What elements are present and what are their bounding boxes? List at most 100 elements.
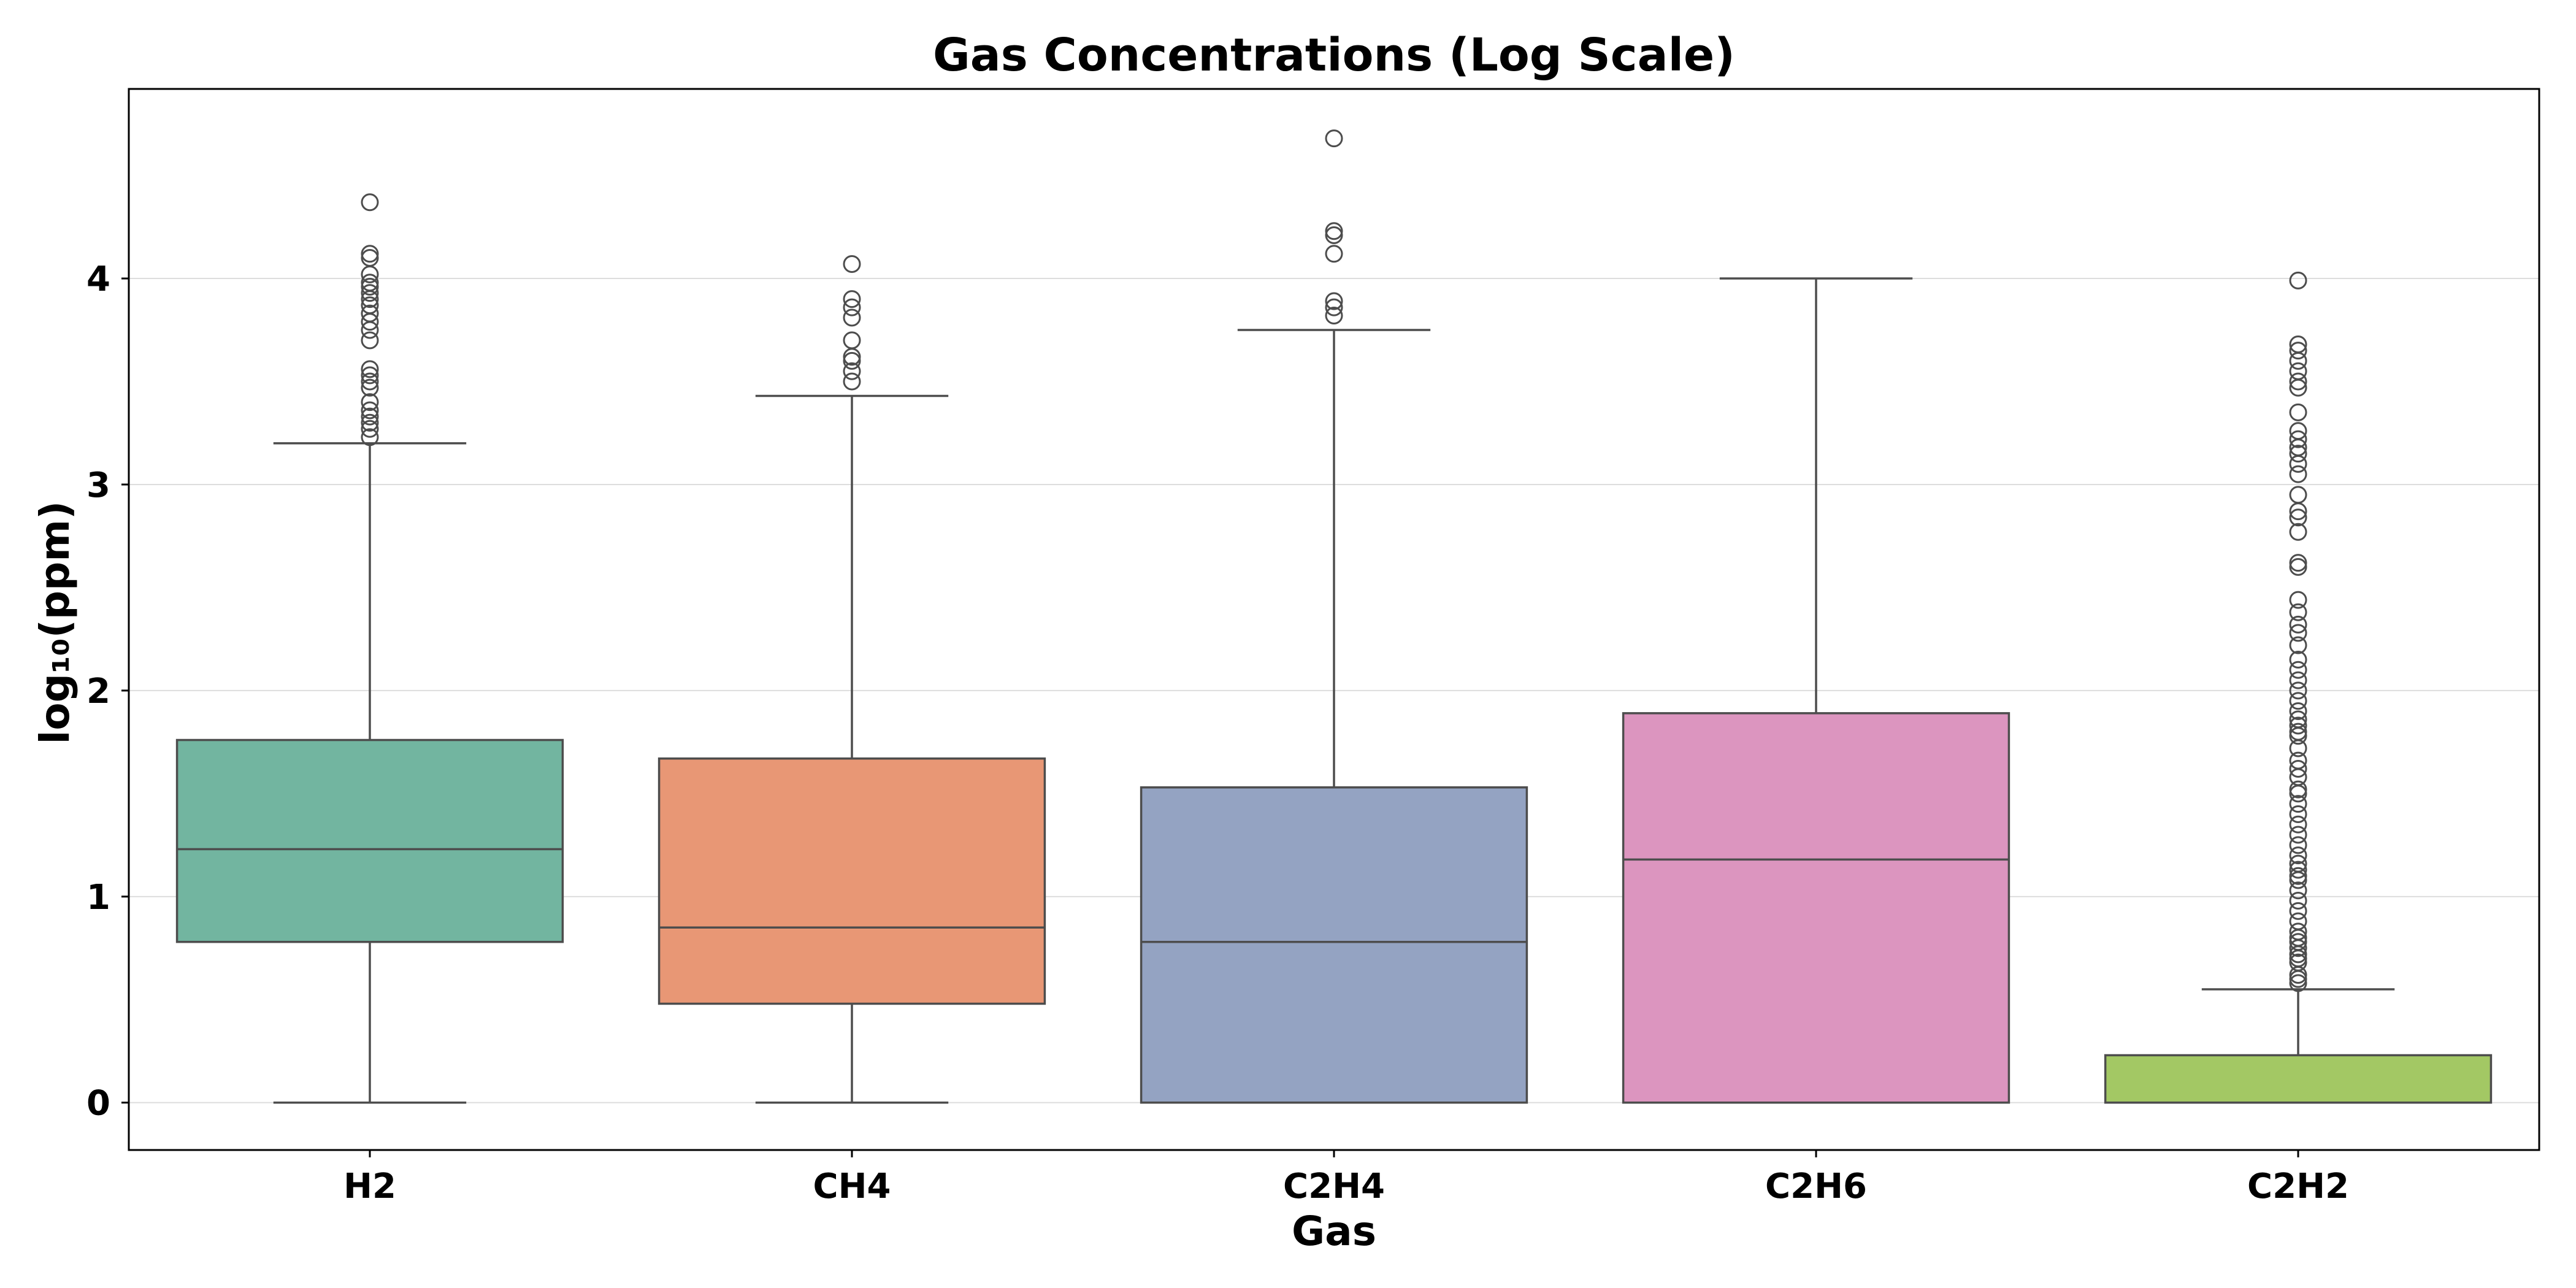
outlier-point — [2289, 953, 2307, 972]
outlier-point — [2289, 465, 2307, 483]
outlier-point — [2289, 554, 2307, 572]
box-iqr — [2104, 1054, 2493, 1104]
outlier-point — [361, 193, 379, 212]
outlier-point — [2289, 751, 2307, 770]
outlier-point — [2289, 624, 2307, 642]
outlier-point — [2289, 615, 2307, 634]
outlier-point — [2289, 710, 2307, 729]
outlier-point — [2289, 372, 2307, 391]
outlier-point — [361, 274, 379, 292]
outlier-point — [2289, 892, 2307, 910]
outlier-point — [361, 407, 379, 426]
outlier-point — [843, 255, 861, 274]
outlier-point — [2289, 867, 2307, 885]
outlier-point — [2289, 422, 2307, 440]
outlier-point — [2289, 922, 2307, 941]
box-iqr — [175, 738, 564, 943]
outlier-point — [2289, 861, 2307, 879]
x-tick-label: CH4 — [813, 1167, 891, 1206]
outlier-point — [2289, 445, 2307, 463]
outlier-point — [843, 290, 861, 309]
outlier-point — [1325, 307, 1343, 325]
outlier-point — [2289, 403, 2307, 421]
outlier-point — [2289, 902, 2307, 920]
outlier-point — [2289, 558, 2307, 576]
outlier-point — [2289, 603, 2307, 621]
outlier-point — [2289, 846, 2307, 865]
outlier-point — [1325, 222, 1343, 240]
outlier-point — [2289, 933, 2307, 951]
outlier-point — [2289, 591, 2307, 609]
outlier-point — [2289, 486, 2307, 504]
outlier-point — [361, 413, 379, 432]
outlier-point — [2289, 716, 2307, 735]
outlier-point — [2289, 795, 2307, 813]
outlier-point — [2289, 661, 2307, 679]
outlier-point — [843, 298, 861, 316]
outlier-point — [2289, 974, 2307, 992]
outlier-point — [1325, 129, 1343, 148]
y-tick-label: 0 — [86, 1084, 110, 1124]
outlier-point — [361, 248, 379, 267]
outlier-point — [361, 296, 379, 315]
outlier-point — [361, 428, 379, 447]
outlier-point — [2289, 671, 2307, 689]
y-axis-label: log₁₀(ppm) — [31, 501, 79, 745]
outlier-point — [2289, 826, 2307, 844]
outlier-point — [361, 393, 379, 412]
outlier-point — [2289, 681, 2307, 700]
outlier-point — [2289, 271, 2307, 289]
outlier-point — [1325, 292, 1343, 310]
chart-title: Gas Concentrations (Log Scale) — [933, 29, 1735, 82]
y-tick-label: 3 — [86, 466, 110, 505]
outlier-point — [2289, 430, 2307, 448]
outlier-point — [361, 284, 379, 302]
outlier-point — [2289, 970, 2307, 988]
x-tick-label: C2H4 — [1283, 1167, 1385, 1206]
outlier-point — [2289, 784, 2307, 803]
outlier-point — [361, 360, 379, 378]
y-tick-label: 2 — [86, 672, 110, 711]
box-group-H2 — [175, 193, 564, 1104]
y-tick-label: 4 — [86, 259, 110, 299]
x-axis-label: Gas — [1292, 1208, 1376, 1255]
outlier-point — [843, 309, 861, 327]
outlier-point — [361, 366, 379, 385]
outlier-point — [843, 331, 861, 350]
y-tick-label: 1 — [86, 878, 110, 918]
x-axis-ticks: H2 CH4 C2H4 C2H6 C2H2 — [343, 1150, 2349, 1206]
outlier-point — [361, 304, 379, 323]
box-iqr — [657, 757, 1046, 1005]
outlier-point — [2289, 342, 2307, 360]
outlier-point — [361, 378, 379, 397]
outlier-point — [2289, 636, 2307, 654]
box-group-CH4 — [657, 255, 1046, 1104]
outlier-point — [2289, 760, 2307, 778]
outlier-point — [2289, 780, 2307, 799]
x-tick-label: C2H2 — [2247, 1167, 2349, 1206]
outlier-point — [2289, 523, 2307, 541]
outlier-point — [2289, 692, 2307, 710]
outlier-point — [361, 331, 379, 350]
outlier-point — [2289, 651, 2307, 669]
outlier-point — [2289, 335, 2307, 354]
outlier-point — [2289, 508, 2307, 527]
outlier-point — [361, 372, 379, 391]
outlier-point — [361, 245, 379, 263]
box-iqr — [1140, 786, 1528, 1104]
x-tick-label: C2H6 — [1765, 1167, 1867, 1206]
outlier-point — [843, 362, 861, 380]
outlier-point — [2289, 723, 2307, 741]
outlier-point — [1325, 226, 1343, 245]
outlier-point — [2289, 854, 2307, 873]
boxes — [175, 129, 2493, 1104]
outlier-point — [2289, 702, 2307, 720]
outlier-point — [843, 372, 861, 391]
outlier-point — [361, 401, 379, 420]
outlier-point — [2289, 805, 2307, 823]
outlier-point — [2289, 881, 2307, 900]
box-iqr — [1622, 712, 2011, 1104]
outlier-point — [2289, 815, 2307, 834]
